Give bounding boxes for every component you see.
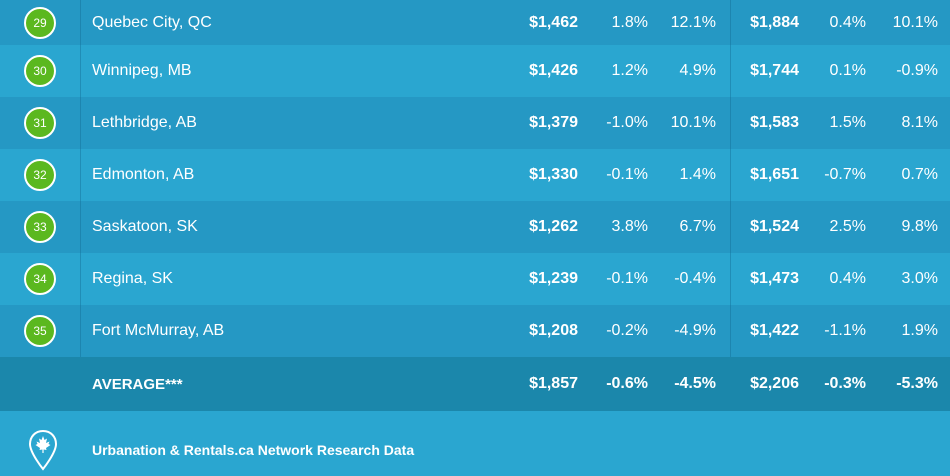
two-bed-rent: $1,524 — [750, 218, 799, 235]
two-bed-monthly-change: 0.1% — [829, 62, 866, 79]
two-bed-monthly-change: 0.4% — [829, 13, 866, 31]
one-bed-rent: $1,462 — [529, 13, 578, 31]
rank-badge: 34 — [24, 263, 56, 295]
average-one-bed-annual-change: -4.5% — [674, 375, 716, 392]
average-label: AVERAGE*** — [92, 375, 183, 393]
source-credit: Urbanation & Rentals.ca Network Research… — [92, 442, 415, 458]
rank-badge: 31 — [24, 107, 56, 139]
rent-ranking-table: 29 Quebec City, QC $1,462 1.8% 12.1% $1,… — [0, 0, 950, 411]
table-row: 29 Quebec City, QC $1,462 1.8% 12.1% $1,… — [0, 0, 950, 45]
two-bed-annual-change: 3.0% — [901, 270, 938, 287]
two-bed-monthly-change: -1.1% — [824, 322, 866, 339]
two-bed-monthly-change: -0.7% — [824, 166, 866, 183]
table-row: 33 Saskatoon, SK $1,262 3.8% 6.7% $1,524… — [0, 201, 950, 253]
city-name: Edmonton, AB — [92, 166, 195, 183]
rank-badge: 33 — [24, 211, 56, 243]
one-bed-monthly-change: 3.8% — [611, 218, 648, 235]
one-bed-rent: $1,262 — [529, 218, 578, 235]
two-bed-annual-change: 8.1% — [901, 114, 938, 131]
footer: Urbanation & Rentals.ca Network Research… — [0, 411, 950, 476]
average-one-bed-monthly-change: -0.6% — [606, 375, 648, 392]
table-row: 34 Regina, SK $1,239 -0.1% -0.4% $1,473 … — [0, 253, 950, 305]
column-divider — [730, 149, 731, 201]
two-bed-annual-change: 0.7% — [901, 166, 938, 183]
two-bed-rent: $1,884 — [750, 13, 799, 31]
two-bed-rent: $1,473 — [750, 270, 799, 287]
column-divider — [730, 253, 731, 305]
average-two-bed-rent: $2,206 — [750, 375, 799, 392]
one-bed-rent: $1,330 — [529, 166, 578, 183]
table-row: 35 Fort McMurray, AB $1,208 -0.2% -4.9% … — [0, 305, 950, 357]
column-divider — [730, 305, 731, 357]
rank-badge: 32 — [24, 159, 56, 191]
two-bed-monthly-change: 1.5% — [829, 114, 866, 131]
one-bed-annual-change: -4.9% — [674, 322, 716, 339]
one-bed-rent: $1,208 — [529, 322, 578, 339]
column-divider — [730, 45, 731, 97]
average-one-bed-rent: $1,857 — [529, 375, 578, 392]
one-bed-monthly-change: -0.2% — [606, 322, 648, 339]
one-bed-monthly-change: -0.1% — [606, 166, 648, 183]
two-bed-annual-change: 10.1% — [892, 13, 938, 31]
one-bed-annual-change: 4.9% — [679, 62, 716, 79]
two-bed-rent: $1,422 — [750, 322, 799, 339]
two-bed-rent: $1,583 — [750, 114, 799, 131]
city-name: Saskatoon, SK — [92, 218, 198, 235]
one-bed-monthly-change: 1.2% — [611, 62, 648, 79]
one-bed-annual-change: 1.4% — [679, 166, 716, 183]
one-bed-monthly-change: -0.1% — [606, 270, 648, 287]
city-name: Regina, SK — [92, 270, 173, 287]
column-divider — [730, 97, 731, 149]
one-bed-monthly-change: 1.8% — [611, 13, 648, 31]
average-two-bed-monthly-change: -0.3% — [824, 375, 866, 392]
average-two-bed-annual-change: -5.3% — [896, 375, 938, 392]
one-bed-annual-change: 6.7% — [679, 218, 716, 235]
city-name: Fort McMurray, AB — [92, 322, 225, 339]
table-row: 31 Lethbridge, AB $1,379 -1.0% 10.1% $1,… — [0, 97, 950, 149]
rank-badge: 29 — [24, 6, 56, 39]
one-bed-annual-change: 10.1% — [670, 114, 716, 131]
city-name: Winnipeg, MB — [92, 62, 192, 79]
two-bed-monthly-change: 2.5% — [829, 218, 866, 235]
one-bed-rent: $1,239 — [529, 270, 578, 287]
column-divider — [730, 201, 731, 253]
rank-badge: 30 — [24, 55, 56, 87]
two-bed-rent: $1,651 — [750, 166, 799, 183]
maple-leaf-pin-icon — [27, 429, 59, 471]
table-row: 30 Winnipeg, MB $1,426 1.2% 4.9% $1,744 … — [0, 45, 950, 97]
one-bed-rent: $1,426 — [529, 62, 578, 79]
one-bed-rent: $1,379 — [529, 114, 578, 131]
two-bed-monthly-change: 0.4% — [829, 270, 866, 287]
rank-badge: 35 — [24, 315, 56, 347]
average-row: AVERAGE*** $1,857 -0.6% -4.5% $2,206 -0.… — [0, 357, 950, 411]
column-divider — [730, 0, 731, 45]
one-bed-annual-change: -0.4% — [674, 270, 716, 287]
two-bed-annual-change: 9.8% — [901, 218, 938, 235]
two-bed-rent: $1,744 — [750, 62, 799, 79]
one-bed-annual-change: 12.1% — [670, 13, 716, 31]
city-name: Lethbridge, AB — [92, 114, 197, 131]
two-bed-annual-change: -0.9% — [896, 62, 938, 79]
city-name: Quebec City, QC — [92, 13, 212, 31]
one-bed-monthly-change: -1.0% — [606, 114, 648, 131]
two-bed-annual-change: 1.9% — [901, 322, 938, 339]
table-row: 32 Edmonton, AB $1,330 -0.1% 1.4% $1,651… — [0, 149, 950, 201]
